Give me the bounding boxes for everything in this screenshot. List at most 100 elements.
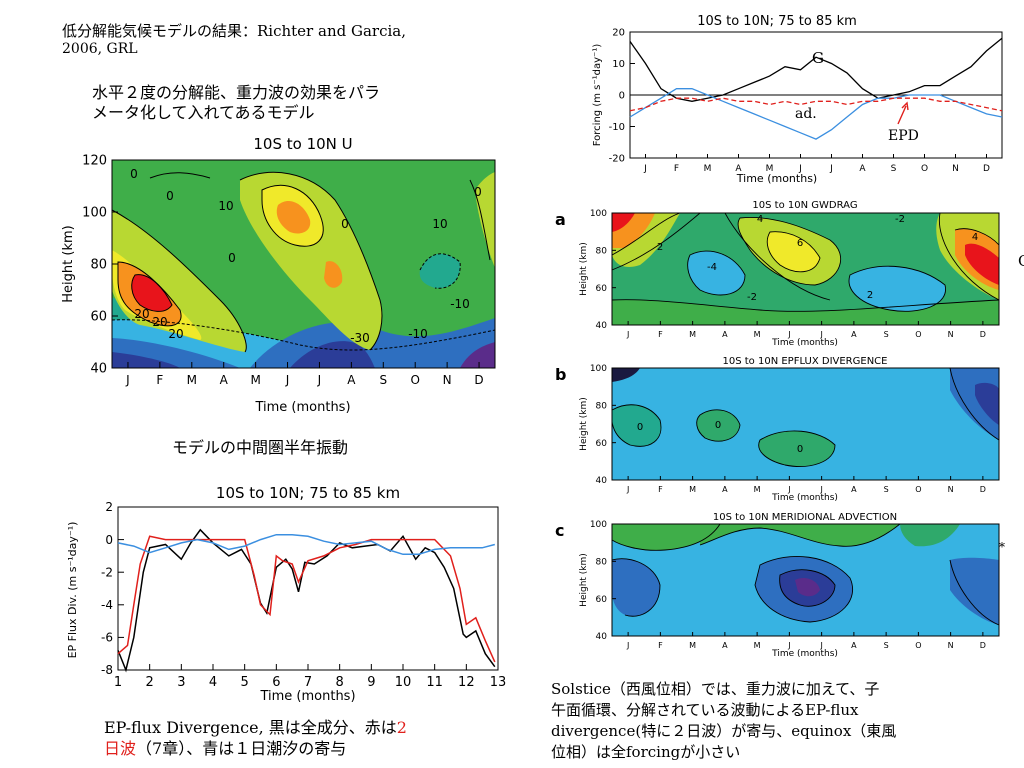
chart-title: 10S to 10N; 75 to 85 km <box>216 484 400 502</box>
contour-label: 0 <box>228 251 236 265</box>
x-tick-label: S <box>891 164 897 174</box>
contour-fills <box>612 368 999 480</box>
x-tick-label: D <box>983 164 990 174</box>
y-tick-label: 100 <box>82 206 107 221</box>
x-tick-label: F <box>658 641 663 650</box>
chart-title: 10S to 10N U <box>253 135 352 153</box>
x-tick-label: 4 <box>209 675 217 690</box>
contour-label: 4 <box>757 214 763 225</box>
x-tick-label: O <box>915 485 921 494</box>
x-tick-label: M <box>754 485 761 494</box>
contour-fills <box>112 160 495 368</box>
ep-caption-line1: EP-flux Divergence, 黒は全成分、赤は2 <box>104 718 407 737</box>
chart-title: 10S to 10N MERIDIONAL ADVECTION <box>713 512 897 523</box>
x-tick-label: A <box>851 330 857 339</box>
ep-caption-line2: 日波（7章）、青は１日潮汐の寄与 <box>104 739 347 758</box>
x-tick-label: S <box>884 330 889 339</box>
y-tick-label: 40 <box>90 362 107 377</box>
x-tick-label: F <box>156 373 163 387</box>
series-line <box>629 97 1003 112</box>
x-axis-label: Time (months) <box>254 400 350 415</box>
x-tick-label: 3 <box>177 675 185 690</box>
x-tick-label: M <box>250 373 260 387</box>
contour-label: 20 <box>152 315 167 329</box>
x-tick-label: J <box>626 330 629 339</box>
right-text-4: 位相）は全forcingが小さい <box>551 743 741 761</box>
x-tick-label: O <box>915 641 921 650</box>
contour-label: 0 <box>637 422 643 433</box>
contour-label: -2 <box>747 292 757 303</box>
y-axis-label: Forcing (m s⁻¹day⁻¹) <box>592 44 603 147</box>
x-tick-label: 10 <box>395 675 412 690</box>
x-tick-label: M <box>766 164 774 174</box>
x-tick-label: O <box>921 164 928 174</box>
x-tick-label: J <box>317 373 322 387</box>
panel-letter: b <box>555 365 566 384</box>
y-tick-label: 40 <box>596 632 608 642</box>
y-tick-labels: 40 60 80 100 120 <box>82 154 118 377</box>
x-tick-label: M <box>187 373 197 387</box>
right-text-1: Solstice（西風位相）では、重力波に加えて、子 <box>551 680 880 698</box>
model-description-2: メータ化して入れてあるモデル <box>92 103 315 122</box>
y-tick-label: 0 <box>105 533 113 547</box>
x-tick-label: N <box>948 330 954 339</box>
series-line <box>117 533 495 556</box>
contour-labels: 0 0 0 <box>637 420 803 455</box>
x-tick-label: S <box>884 485 889 494</box>
x-tick-label: J <box>787 485 790 494</box>
contour-label: 0 <box>341 217 349 231</box>
y-tick-label: 20 <box>612 28 625 39</box>
x-tick-label: A <box>722 485 728 494</box>
x-tick-label: O <box>915 330 921 339</box>
x-tick-label: J <box>787 330 790 339</box>
x-tick-labels: 1 2 3 4 5 6 7 8 9 10 11 12 13 <box>114 664 506 690</box>
slide-title-ref: 2006, GRL <box>62 41 138 57</box>
panel-letter: c <box>555 521 564 540</box>
x-tick-label: F <box>674 164 679 174</box>
panel-letter: a <box>555 210 566 229</box>
x-tick-label: M <box>689 485 696 494</box>
y-tick-label: 80 <box>596 401 608 411</box>
x-tick-label: N <box>952 164 959 174</box>
model-description-1: 水平２度の分解能、重力波の効果をパラ <box>92 83 381 102</box>
x-tick-label: 2 <box>146 675 154 690</box>
x-tick-label: 7 <box>304 675 312 690</box>
y-axis-label: Height (km) <box>579 553 589 607</box>
contour-label: 6 <box>797 238 803 249</box>
y-axis-label: Height (km) <box>61 225 76 302</box>
x-tick-label: J <box>829 164 833 174</box>
x-tick-label: D <box>980 641 986 650</box>
x-tick-label: M <box>754 641 761 650</box>
contour-label: 4 <box>972 232 978 243</box>
y-tick-labels: -8 -6 -4 -2 0 2 <box>101 500 124 677</box>
x-tick-label: J <box>787 641 790 650</box>
y-axis-label: Height (km) <box>579 397 589 451</box>
y-tick-label: 80 <box>596 246 608 256</box>
y-tick-label: 2 <box>105 500 113 514</box>
y-tick-labels: 40 60 80 100 <box>590 209 616 331</box>
y-tick-label: 60 <box>596 284 608 294</box>
y-axis-label: Height (km) <box>579 242 589 296</box>
y-tick-label: 60 <box>90 310 107 325</box>
x-tick-label: 1 <box>114 675 122 690</box>
y-tick-label: 120 <box>82 154 107 169</box>
x-tick-label: 12 <box>458 675 475 690</box>
contour-label: 0 <box>797 444 803 455</box>
x-tick-label: F <box>658 330 663 339</box>
x-tick-label: J <box>819 641 822 650</box>
ep-caption-red-2: 2 <box>396 718 407 737</box>
x-tick-label: S <box>884 641 889 650</box>
contour-label: 2 <box>657 242 663 253</box>
y-axis-label: EP Flux Div. (m s⁻¹day⁻¹) <box>66 522 79 659</box>
y-tick-labels: 40 60 80 100 <box>590 364 616 486</box>
x-tick-label: N <box>948 485 954 494</box>
x-tick-label: 5 <box>241 675 249 690</box>
ep-caption-red-nichiha: 日波 <box>104 739 137 758</box>
x-tick-label: M <box>754 330 761 339</box>
